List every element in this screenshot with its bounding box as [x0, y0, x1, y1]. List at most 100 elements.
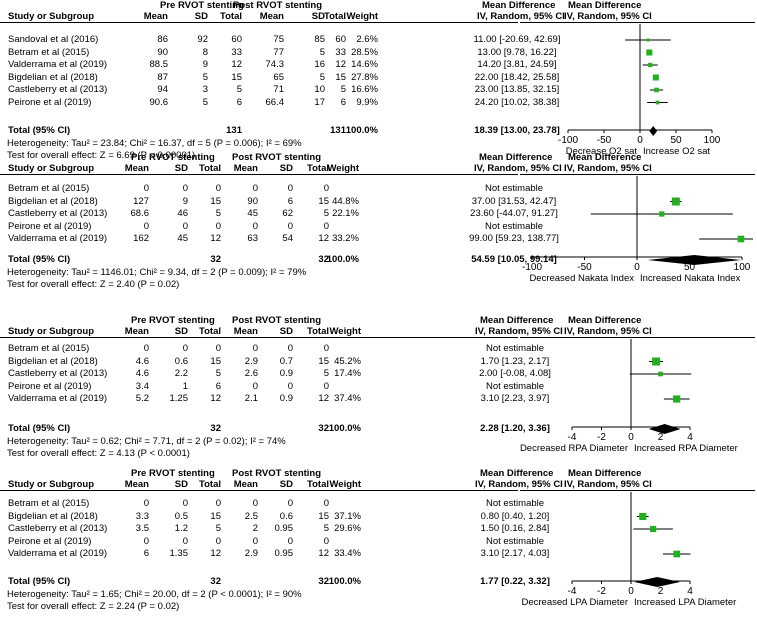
pre-total: 12: [210, 233, 221, 244]
pre-total: 0: [215, 498, 221, 509]
pooled-diamond: [649, 126, 658, 136]
study-name: Bigdelian et al (2018): [8, 355, 98, 367]
table-divider: [0, 337, 518, 338]
x-tick-label: -2: [597, 586, 606, 597]
forest-panel-2: Pre RVOT stenting Post RVOT stenting Mean …: [0, 152, 757, 310]
total-mean-difference: 18.39 [13.00, 23.78]: [474, 125, 560, 136]
post-sd: 0: [287, 380, 293, 392]
header-plot-ci-method: IV, Random, 95% CI: [564, 163, 652, 174]
post-total: 5: [323, 523, 329, 534]
header-pre-group: Pre RVOT stenting: [131, 152, 215, 163]
post-total: 0: [323, 183, 329, 194]
total-mean-difference: 2.28 [1.20, 3.36]: [480, 423, 550, 434]
header-study: Study or Subgroup: [8, 163, 95, 174]
post-sd: 5: [319, 46, 325, 58]
post-mean: 2.5: [244, 510, 258, 522]
post-total: 0: [323, 498, 329, 509]
axis-label-left: Decreased LPA Diameter: [522, 597, 629, 608]
effect-marker: [652, 74, 659, 81]
header-plot-mean-difference: Mean Difference: [568, 468, 642, 479]
header-study: Study or Subgroup: [8, 479, 95, 490]
pre-total: 12: [231, 59, 242, 70]
pre-mean: 3.3: [135, 510, 149, 522]
header-post-total: Total: [307, 163, 329, 174]
effect-marker: [658, 371, 663, 377]
post-sd: 10: [314, 84, 325, 95]
x-tick-label: 50: [670, 135, 682, 146]
x-tick-label: 0: [637, 135, 643, 146]
x-tick-label: -4: [568, 586, 577, 597]
x-tick-label: -50: [577, 262, 592, 273]
header-ci-method: IV, Random, 95% CI: [477, 11, 565, 22]
study-weight: 33.4%: [334, 548, 361, 559]
post-total: 33: [335, 46, 346, 58]
header-post-total: Total: [307, 326, 329, 337]
post-total: 15: [318, 510, 329, 522]
header-weight: Weight: [327, 163, 360, 174]
total-pre: 32: [210, 254, 221, 265]
pre-mean: 68.6: [130, 208, 150, 219]
post-mean: 2: [252, 523, 258, 534]
post-sd: 0.95: [274, 523, 294, 534]
header-weight: Weight: [329, 479, 362, 490]
header-mean-difference: Mean Difference: [482, 0, 556, 11]
total-pre: 32: [210, 423, 221, 434]
header-pre-total: Total: [199, 479, 221, 490]
header-mean-difference: Mean Difference: [479, 152, 553, 163]
study-weight: 37.1%: [334, 510, 361, 522]
header-pre-group: Pre RVOT stenting: [131, 315, 215, 326]
pre-sd: 9: [182, 195, 188, 207]
pre-total: 6: [215, 380, 221, 392]
study-mean-difference: 3.10 [2.23, 3.97]: [480, 393, 550, 404]
axis-label-right: Increased LPA Diameter: [634, 597, 736, 608]
pre-total: 15: [231, 71, 242, 83]
post-mean: 63: [247, 233, 258, 244]
post-total: 15: [318, 355, 329, 367]
post-total: 12: [318, 393, 329, 404]
header-post-sd: SD: [279, 479, 293, 490]
effect-marker: [650, 525, 657, 533]
x-tick-label: 0: [634, 262, 640, 273]
forest-panel-4: Pre RVOT stenting Post RVOT stenting Mean …: [0, 468, 757, 626]
forest-plot-area: -4 -2 0 2 4 Decreased RPA Diameter Increased R…: [520, 339, 738, 454]
post-mean: 0: [252, 343, 258, 354]
post-sd: 17: [314, 96, 325, 108]
pre-sd: 9: [202, 59, 208, 70]
x-tick-label: 2: [658, 586, 664, 597]
post-sd: 0.9: [279, 368, 293, 379]
post-total: 15: [335, 71, 346, 83]
pre-mean: 0: [143, 183, 149, 194]
header-weight: Weight: [346, 11, 379, 22]
total-label: Total (95% CI): [8, 254, 71, 265]
effect-marker: [652, 357, 661, 366]
header-pre-sd: SD: [174, 479, 188, 490]
effect-marker: [659, 211, 665, 217]
effect-marker: [639, 512, 647, 521]
x-tick-label: -4: [568, 432, 577, 443]
study-name: Bigdelian et al (2018): [8, 71, 98, 83]
study-weight: 44.8%: [332, 195, 359, 207]
post-mean: 2.9: [244, 355, 258, 367]
x-tick-label: -100: [558, 135, 578, 146]
post-sd: 5: [319, 71, 325, 83]
pre-sd: 1: [182, 380, 188, 392]
header-mean-difference: Mean Difference: [480, 315, 554, 326]
table-divider: [520, 337, 755, 338]
forest-plot-area: -100 -50 0 50 100 Decrease O2 sat Increase O2 …: [558, 24, 721, 157]
table-divider: [520, 174, 755, 175]
pre-mean: 0: [143, 535, 149, 547]
post-sd: 0: [287, 535, 293, 547]
pre-sd: 2.2: [174, 368, 188, 379]
x-tick-label: 2: [658, 432, 664, 443]
effect-marker: [646, 38, 650, 42]
x-tick-label: 100: [734, 262, 751, 273]
header-plot-ci-method: IV, Random, 95% CI: [564, 479, 652, 490]
pre-mean: 5.2: [135, 393, 149, 404]
pre-total: 33: [231, 46, 242, 58]
study-weight: 33.2%: [332, 233, 359, 244]
study-name: Peirone et al (2019): [8, 535, 92, 547]
post-total: 12: [335, 59, 346, 70]
study-name: Valderrama et al (2019): [8, 233, 108, 244]
pre-total: 5: [236, 84, 242, 95]
post-sd: 54: [282, 233, 293, 244]
